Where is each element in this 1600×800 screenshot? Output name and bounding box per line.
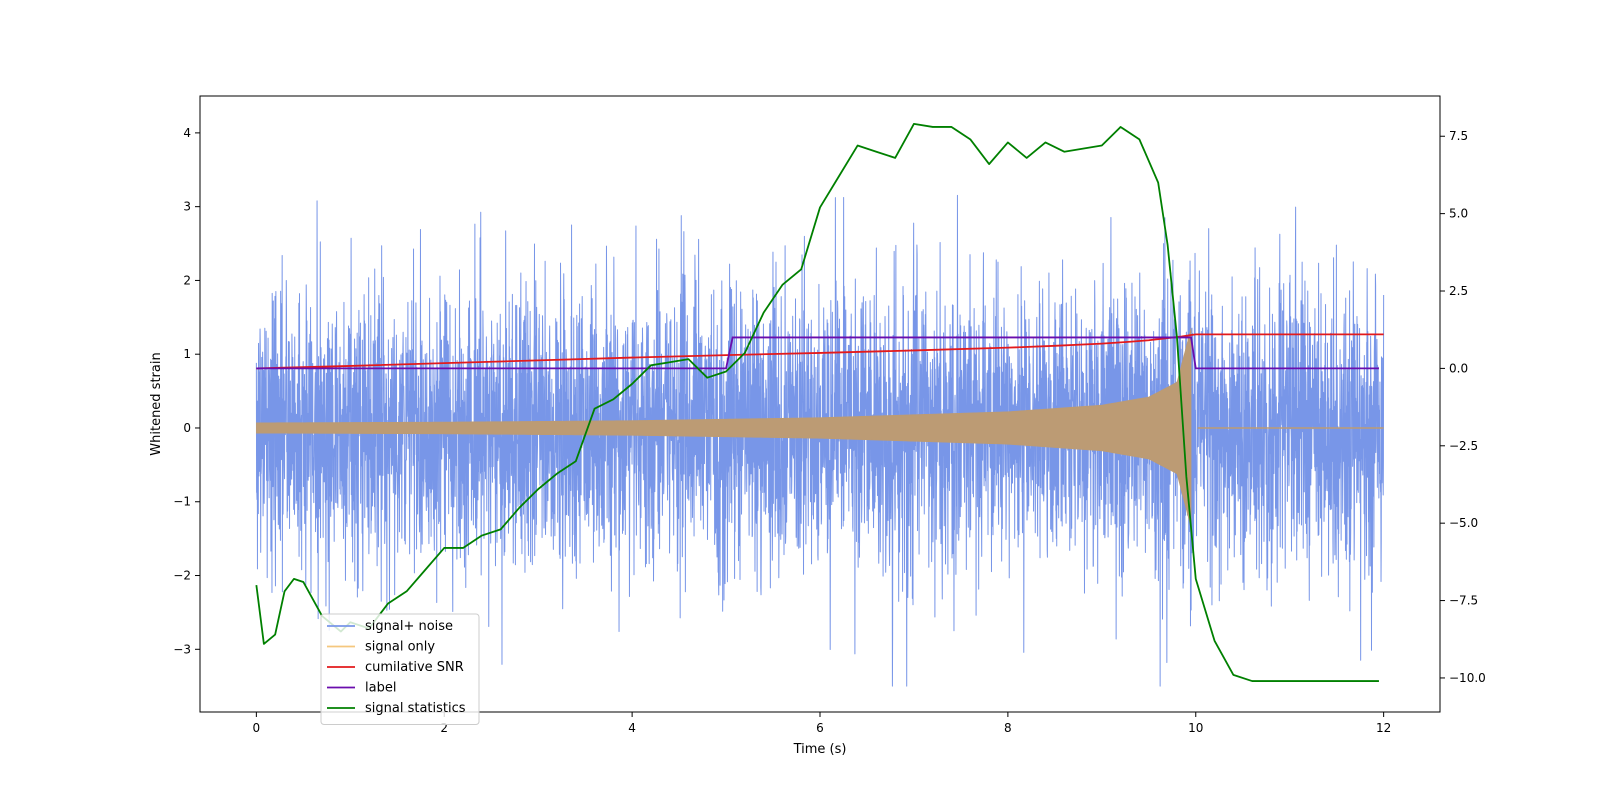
legend-label: label [365, 681, 396, 696]
series-layer [255, 122, 1385, 687]
y2-tick-label: 5.0 [1449, 207, 1468, 221]
legend-label: cumilative SNR [365, 660, 464, 675]
y2-tick-label: 2.5 [1449, 284, 1468, 298]
y-tick-label: 0 [183, 421, 191, 435]
legend-label: signal statistics [365, 701, 466, 716]
x-tick-label: 2 [440, 721, 448, 735]
x-tick-label: 12 [1376, 721, 1391, 735]
y-tick-label: 4 [183, 126, 191, 140]
x-tick-label: 10 [1188, 721, 1203, 735]
y2-tick-label: 0.0 [1449, 361, 1468, 375]
y2-tick-label: −10.0 [1449, 671, 1486, 685]
series-signal-statistics [255, 122, 1379, 682]
y-axis-left: −3 −2 −1 0 1 2 3 4 [173, 126, 200, 656]
x-tick-label: 8 [1004, 721, 1012, 735]
x-tick-label: 6 [816, 721, 824, 735]
legend-label: signal only [365, 640, 435, 655]
y-axis-label: Whitened strain [149, 352, 164, 455]
y-tick-label: 2 [183, 273, 191, 287]
series-signal-noise [255, 194, 1385, 687]
legend-label: signal+ noise [365, 619, 453, 634]
y2-tick-label: −5.0 [1449, 516, 1478, 530]
y-tick-label: −2 [173, 569, 191, 583]
x-tick-label: 4 [628, 721, 636, 735]
y-axis-right: −10.0 −7.5 −5.0 −2.5 0.0 2.5 5.0 7.5 [1440, 129, 1486, 685]
y2-tick-label: −2.5 [1449, 439, 1478, 453]
y2-tick-label: −7.5 [1449, 594, 1478, 608]
series-cumilative-snr [256, 333, 1384, 370]
y2-tick-label: 7.5 [1449, 129, 1468, 143]
legend-box [320, 613, 480, 725]
legend: signal+ noise signal only cumilative SNR la… [320, 613, 480, 725]
x-tick-label: 0 [253, 721, 261, 735]
y-tick-label: 3 [183, 200, 191, 214]
y-tick-label: −1 [173, 495, 191, 509]
x-axis-label: Time (s) [793, 742, 847, 757]
y-tick-label: −3 [173, 642, 191, 656]
y-tick-label: 1 [183, 347, 191, 361]
